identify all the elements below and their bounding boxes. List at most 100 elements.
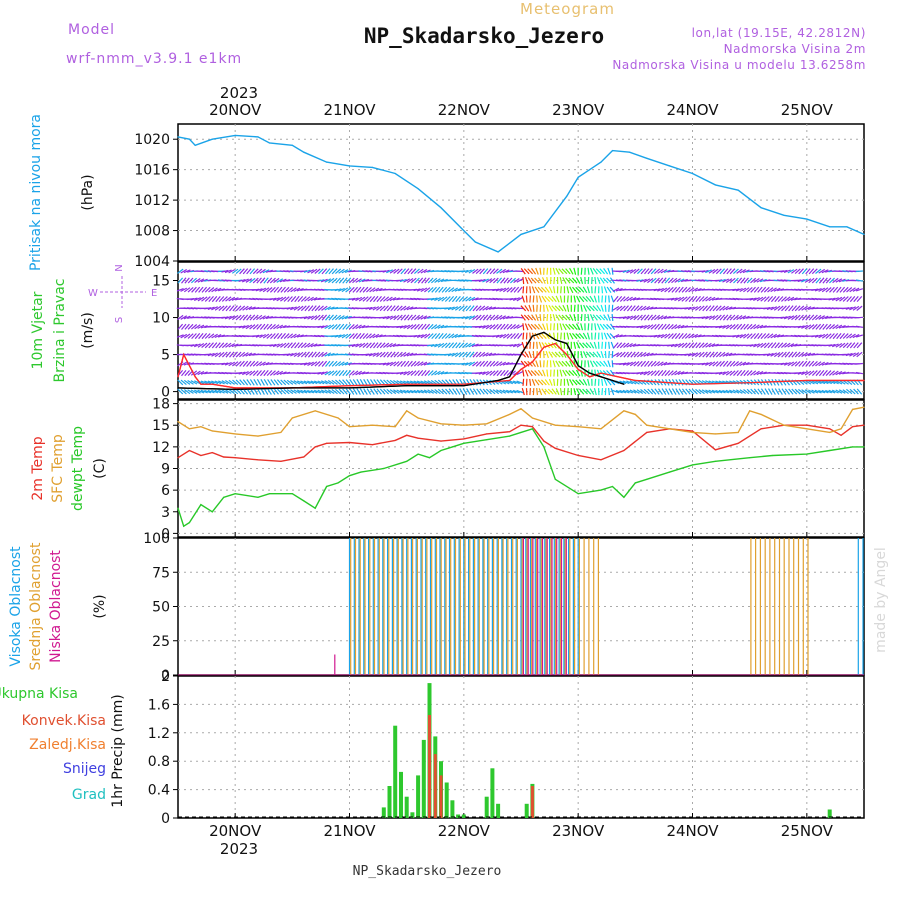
wind-barb bbox=[510, 333, 516, 340]
wind-barb bbox=[546, 267, 549, 275]
wind-barb bbox=[687, 352, 695, 357]
wind-barb bbox=[465, 351, 472, 358]
wind-barb bbox=[788, 351, 794, 358]
wind-barb bbox=[290, 379, 297, 385]
wind-barb bbox=[375, 334, 383, 338]
wind-barb bbox=[365, 306, 373, 310]
wind-barb bbox=[636, 371, 644, 375]
pressure-point bbox=[497, 251, 499, 253]
wind-barb bbox=[603, 268, 609, 275]
wind-barb bbox=[770, 352, 778, 357]
wind-barb bbox=[849, 388, 856, 395]
wind-barb bbox=[300, 389, 308, 394]
wind-barb bbox=[822, 370, 828, 377]
wind-barb bbox=[742, 362, 750, 366]
wind-barb bbox=[544, 379, 550, 386]
wind-barb bbox=[722, 360, 729, 367]
wind-barb bbox=[709, 351, 715, 358]
wind-barb bbox=[469, 388, 475, 395]
wind-barb bbox=[527, 268, 534, 275]
temperature-point bbox=[840, 428, 842, 430]
wind-barb bbox=[500, 370, 506, 377]
wind-barb bbox=[238, 371, 246, 375]
wind-barb bbox=[376, 388, 382, 395]
wind-barb bbox=[496, 370, 503, 377]
wind-barb bbox=[509, 389, 517, 394]
wind-barb bbox=[358, 371, 366, 375]
wind-barb bbox=[522, 369, 525, 377]
wind-barb bbox=[698, 351, 705, 358]
wind-barb bbox=[211, 342, 218, 349]
wind-barb bbox=[787, 315, 795, 320]
wind-barb bbox=[273, 333, 280, 340]
wind-barb bbox=[331, 314, 338, 321]
temperature-point bbox=[303, 500, 305, 502]
wind-barb bbox=[546, 323, 549, 331]
wind-barb bbox=[653, 288, 661, 292]
precipitation-ytick-label: 0.8 bbox=[148, 754, 170, 770]
wind-barb bbox=[232, 305, 238, 312]
wind-barb bbox=[749, 343, 757, 347]
wind-barb bbox=[516, 380, 524, 385]
wind-barb bbox=[797, 325, 805, 329]
wind-barb bbox=[246, 360, 252, 367]
wind-barb bbox=[623, 351, 629, 358]
wind-barb bbox=[200, 362, 208, 365]
wind-barb bbox=[290, 296, 297, 303]
wind-barb bbox=[407, 268, 413, 275]
wind-barb bbox=[352, 333, 358, 340]
wind-barb bbox=[623, 342, 630, 348]
wind-barb bbox=[551, 342, 557, 349]
wind-barb bbox=[705, 342, 712, 348]
wind-barb bbox=[177, 388, 184, 395]
wind-barb bbox=[552, 314, 556, 322]
wind-barb bbox=[335, 379, 342, 386]
wind-barb bbox=[399, 380, 407, 385]
wind-barb bbox=[636, 351, 643, 358]
wind-barb bbox=[527, 323, 533, 331]
wind-barb bbox=[849, 296, 856, 303]
temperature-ytick-label: 0 bbox=[161, 526, 170, 542]
pressure-point bbox=[863, 233, 865, 235]
wind-barb bbox=[539, 304, 542, 312]
precip-bar bbox=[410, 812, 415, 818]
wind-barb bbox=[420, 315, 428, 320]
wind-barb bbox=[486, 268, 492, 275]
wind-barb bbox=[701, 316, 709, 320]
wind-barb bbox=[726, 314, 732, 321]
wind-barb bbox=[447, 306, 455, 311]
wind-barb bbox=[660, 287, 668, 293]
wind-barb bbox=[601, 341, 603, 349]
wind-barb bbox=[599, 360, 606, 367]
wind-barb bbox=[406, 370, 414, 376]
wind-barb bbox=[523, 314, 530, 321]
wind-barb bbox=[386, 315, 393, 320]
wind-barb bbox=[589, 314, 594, 321]
wind-barb bbox=[513, 286, 520, 293]
wind-barb bbox=[399, 325, 407, 329]
wind-barb bbox=[235, 325, 243, 328]
wind-barb bbox=[838, 389, 846, 394]
wind-barb bbox=[331, 379, 338, 385]
wind-barb bbox=[406, 389, 414, 394]
precipitation-ylabel: 1hr Precip (mm) bbox=[110, 694, 126, 807]
wind-barb bbox=[567, 295, 569, 303]
wind-barb bbox=[314, 351, 321, 358]
wind-barb bbox=[538, 341, 543, 349]
wind-barb bbox=[197, 389, 205, 394]
wind-barb bbox=[245, 278, 253, 283]
wind-barb bbox=[814, 288, 822, 292]
wind-barb bbox=[224, 389, 232, 394]
wind-barb bbox=[246, 268, 252, 275]
temperature-point bbox=[611, 485, 614, 488]
wind-barb bbox=[348, 370, 355, 376]
wind-barb bbox=[307, 361, 314, 367]
wind-barb bbox=[221, 362, 229, 366]
wind-barb bbox=[448, 342, 455, 349]
wind-barb bbox=[215, 342, 221, 349]
wind-barb bbox=[539, 314, 542, 322]
precip-bar bbox=[827, 809, 832, 818]
wind-barb bbox=[386, 379, 393, 386]
wind-barb bbox=[221, 296, 228, 302]
wind-barb bbox=[523, 268, 530, 275]
